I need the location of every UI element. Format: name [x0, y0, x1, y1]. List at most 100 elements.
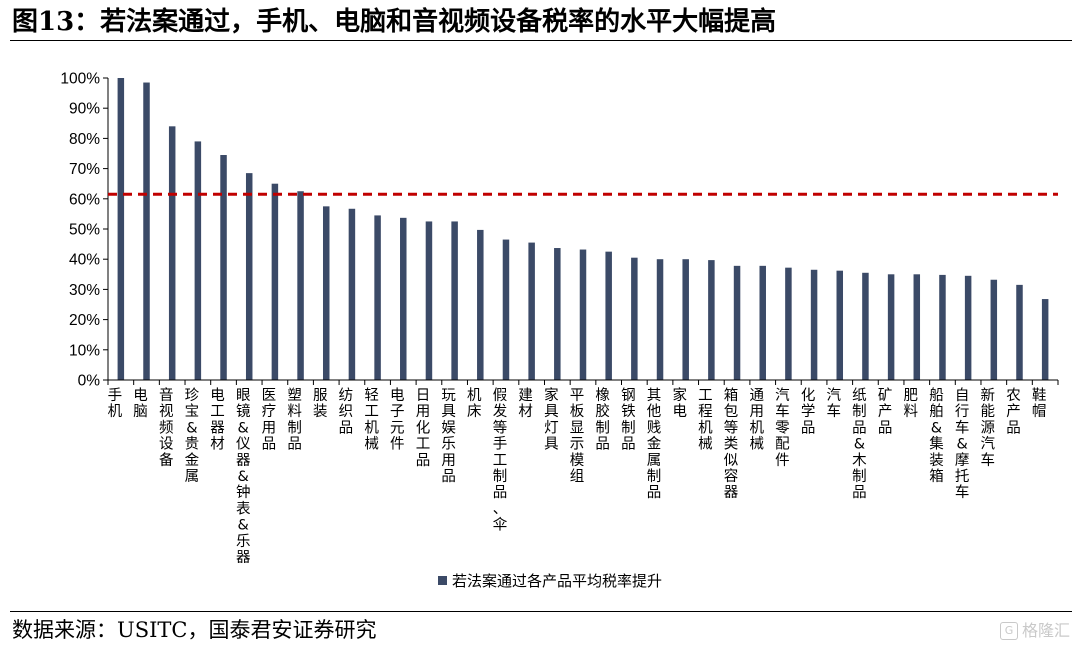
bar — [708, 260, 715, 380]
bar — [605, 251, 612, 380]
y-axis: 0% 10% 20% 30% 40% 50% 60% 70% 80% 90% 100% — [60, 71, 109, 390]
bar — [117, 78, 125, 380]
x-tick-label: 肥料 — [904, 387, 919, 420]
x-tick-label: 轻工机械 — [364, 387, 379, 453]
bar — [1016, 284, 1023, 380]
x-tick-label: 化学品 — [801, 387, 816, 436]
x-tick-label: 箱包等类似容器 — [724, 387, 739, 501]
bar — [862, 272, 869, 380]
bar — [348, 208, 356, 380]
y-tick-label: 70% — [69, 161, 100, 178]
y-tick-label: 100% — [60, 71, 100, 88]
y-tick-label: 90% — [69, 101, 100, 118]
bar — [913, 274, 921, 380]
x-tick-label: 汽车零配件 — [775, 387, 790, 469]
x-tick-label: 自行车&摩托车 — [955, 387, 970, 501]
bar — [245, 173, 253, 380]
x-tick-label: 通用机械 — [749, 387, 764, 453]
x-tick-label: 玩具娱乐用品 — [441, 388, 456, 485]
bar-chart: 0% 10% 20% 30% 40% 50% 60% 70% 80% 90% 100% 手机电脑音视… — [60, 71, 1059, 590]
y-tick-label: 20% — [69, 312, 100, 329]
bar — [964, 275, 972, 380]
bar — [502, 239, 510, 380]
bar — [451, 221, 458, 380]
x-tick-label: 纺织品 — [339, 387, 354, 436]
watermark-logo-icon: G — [999, 622, 1018, 640]
x-tick-label: 农产品 — [1006, 387, 1021, 436]
figure-title: 图13：若法案通过，手机、电脑和音视频设备税率的水平大幅提高 — [12, 7, 777, 37]
y-tick-label: 40% — [69, 252, 100, 269]
bar — [143, 82, 150, 380]
title-divider — [10, 40, 1072, 41]
watermark-text: 格隆汇 — [1021, 621, 1070, 640]
x-tick-label: 工程机械 — [698, 388, 713, 453]
legend: 若法案通过各产品平均税率提升 — [438, 572, 662, 590]
legend-label: 若法案通过各产品平均税率提升 — [452, 572, 662, 590]
x-axis — [107, 379, 1059, 385]
bar — [682, 259, 689, 380]
bar — [271, 183, 279, 380]
x-tick-label: 电子元件 — [390, 387, 405, 453]
x-tick-label: 汽车 — [827, 387, 842, 420]
y-tick-label: 60% — [69, 191, 100, 208]
x-tick-label: 电脑 — [133, 387, 148, 420]
y-tick-label: 0% — [78, 373, 101, 390]
x-tick-label: 塑料制品 — [287, 387, 302, 453]
x-tick-label: 平板显示模组 — [570, 388, 585, 485]
bar — [425, 221, 433, 380]
x-tick-label: 电工器材 — [210, 387, 225, 453]
x-tick-label: 音视频设备 — [159, 387, 174, 469]
bar — [220, 155, 227, 380]
y-tick-label: 10% — [69, 342, 100, 359]
y-tick-label: 30% — [69, 282, 100, 299]
x-tick-label: 眼镜&仪器&钟表&乐器 — [236, 388, 251, 566]
x-tick-label: 鞋帽 — [1032, 387, 1047, 420]
bar — [297, 191, 304, 380]
bar — [1041, 299, 1049, 380]
bar — [194, 141, 202, 380]
bar — [810, 269, 818, 380]
x-tick-label: 建材 — [518, 387, 533, 420]
x-tick-label: 医疗用品 — [262, 388, 277, 453]
bar — [656, 259, 664, 380]
bar — [887, 274, 895, 380]
x-tick-label: 日用化工品 — [416, 388, 431, 469]
bar — [554, 248, 561, 380]
x-tick-label: 珍宝&贵金属 — [185, 387, 200, 485]
bar — [631, 257, 638, 380]
x-labels-group: 手机电脑音视频设备珍宝&贵金属电工器材眼镜&仪器&钟表&乐器医疗用品塑料制品服装… — [108, 387, 1047, 566]
x-tick-label: 船舶&集装箱 — [929, 387, 944, 485]
y-tick-label: 80% — [69, 131, 100, 148]
x-tick-label: 假发等手工制品、伞 — [493, 387, 508, 534]
x-tick-label: 机床 — [467, 387, 482, 420]
bar — [836, 270, 844, 380]
source-note: 数据来源：USITC，国泰君安证券研究 — [12, 618, 377, 642]
x-tick-label: 其他贱金属制品 — [647, 387, 662, 501]
x-tick-label: 服装 — [313, 388, 328, 420]
bar — [477, 229, 484, 380]
bar — [990, 279, 998, 380]
bar — [579, 249, 587, 380]
bar — [400, 217, 407, 380]
x-tick-label: 橡胶制品 — [595, 387, 610, 453]
x-tick-label: 钢铁制品 — [621, 387, 636, 453]
bar — [168, 126, 176, 380]
x-tick-label: 家电 — [672, 387, 687, 420]
source-divider — [10, 611, 1072, 612]
watermark: G 格隆汇 — [999, 619, 1070, 643]
bar — [785, 267, 792, 380]
x-tick-label: 家具灯具 — [544, 387, 559, 453]
bar — [374, 215, 381, 380]
bars-group — [117, 78, 1049, 380]
bar — [322, 206, 330, 380]
legend-swatch — [438, 576, 447, 585]
x-tick-label: 手机 — [108, 387, 123, 420]
bar — [939, 274, 946, 380]
x-tick-label: 新能源汽车 — [981, 387, 996, 469]
x-tick-label: 纸制品&木制品 — [852, 387, 867, 501]
x-tick-label: 矿产品 — [878, 387, 893, 436]
y-tick-label: 50% — [69, 222, 100, 239]
bar — [528, 242, 535, 380]
bar — [759, 265, 766, 380]
bar — [733, 265, 741, 380]
